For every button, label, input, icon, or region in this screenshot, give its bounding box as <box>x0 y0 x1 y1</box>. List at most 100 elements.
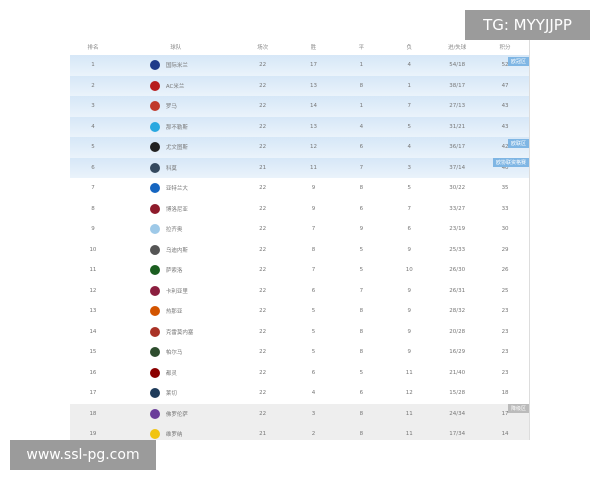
table-row[interactable]: 17 莱切 22 4 6 12 15/28 18 <box>70 383 529 404</box>
cell-played: 22 <box>259 185 267 192</box>
team-name: AC米兰 <box>165 83 185 90</box>
cell-goals: 54/18 <box>449 62 466 69</box>
table-row[interactable]: 11 萨索洛 22 7 5 10 26/30 26 <box>70 260 529 281</box>
cell-lost: 9 <box>407 349 412 356</box>
team-logo-icon <box>149 244 160 255</box>
cell-lost: 11 <box>405 369 413 376</box>
table-row[interactable]: 6 科莫 21 11 7 3 37/14 40 <box>70 157 529 178</box>
table-row[interactable]: 12 卡利亚里 22 6 7 9 26/31 25 <box>70 281 529 302</box>
cell-rank: 12 <box>89 287 97 294</box>
cell-rank: 11 <box>89 267 97 274</box>
cell-drawn: 4 <box>359 123 364 130</box>
cell-won: 13 <box>310 82 317 89</box>
cell-drawn: 6 <box>359 205 364 212</box>
table-row[interactable]: 15 帕尔马 22 5 8 9 16/29 23 <box>70 342 529 363</box>
cell-points: 23 <box>501 369 509 376</box>
team-name: 拉齐奥 <box>165 227 183 234</box>
cell-played: 21 <box>259 431 267 438</box>
table-row[interactable]: 14 克雷莫内塞 22 5 8 9 20/28 23 <box>70 322 529 343</box>
cell-won: 8 <box>311 246 316 253</box>
cell-rank: 18 <box>89 410 97 417</box>
cell-team: 尤文图斯 <box>116 142 236 153</box>
header-rank: 排名 <box>87 44 99 51</box>
team-name: 热那亚 <box>165 309 183 316</box>
team-name: 尤文图斯 <box>165 145 188 152</box>
cell-points: 43 <box>501 103 509 110</box>
cell-lost: 11 <box>405 410 413 417</box>
cell-team: AC米兰 <box>116 80 236 91</box>
cell-team: 莱切 <box>116 388 236 399</box>
table-row[interactable]: 10 乌迪内斯 22 8 5 9 25/33 29 <box>70 240 529 261</box>
watermark-telegram: TG: MYYJJPP <box>465 10 590 40</box>
zone-badge-relegation: 降级区 <box>507 404 529 413</box>
cell-won: 14 <box>310 103 317 110</box>
table-row[interactable]: 7 亚特兰大 22 9 8 5 30/22 35 <box>70 178 529 199</box>
table-row[interactable]: 3 罗马 22 14 1 7 27/13 43 <box>70 96 529 117</box>
cell-played: 22 <box>259 103 267 110</box>
table-row[interactable]: 4 那不勒斯 22 13 4 5 31/21 43 <box>70 116 529 137</box>
header-drawn: 平 <box>358 44 365 51</box>
team-logo-icon <box>149 285 160 296</box>
table-row[interactable]: 5 尤文图斯 22 12 6 4 36/17 42 <box>70 137 529 158</box>
table-row[interactable]: 1 国际米兰 22 17 1 4 54/18 52 <box>70 55 529 76</box>
table-row[interactable]: 2 AC米兰 22 13 8 1 38/17 47 <box>70 75 529 96</box>
team-name: 佛罗伦萨 <box>165 411 188 418</box>
cell-rank: 7 <box>91 185 95 192</box>
cell-points: 18 <box>501 390 509 397</box>
cell-lost: 5 <box>407 123 412 130</box>
watermark-website: www.ssl-pg.com <box>10 440 156 470</box>
table-header: 排名 球队 场次 胜 平 负 进/失球 积分 <box>70 38 529 55</box>
table-row[interactable]: 18 佛罗伦萨 22 3 8 11 24/34 17 <box>70 403 529 424</box>
cell-played: 22 <box>259 267 267 274</box>
cell-goals: 26/31 <box>449 287 466 294</box>
cell-played: 21 <box>259 164 267 171</box>
header-won: 胜 <box>310 44 317 51</box>
cell-rank: 1 <box>91 62 95 69</box>
cell-lost: 9 <box>407 308 412 315</box>
cell-rank: 13 <box>89 308 97 315</box>
cell-team: 帕尔马 <box>116 347 236 358</box>
cell-goals: 25/33 <box>449 246 466 253</box>
team-name: 萨索洛 <box>165 268 183 275</box>
cell-lost: 12 <box>405 390 413 397</box>
cell-points: 14 <box>501 431 509 438</box>
team-logo-icon <box>149 265 160 276</box>
team-logo-icon <box>149 224 160 235</box>
cell-goals: 21/40 <box>449 369 466 376</box>
team-name: 那不勒斯 <box>165 124 188 131</box>
cell-played: 22 <box>259 308 267 315</box>
cell-team: 热那亚 <box>116 306 236 317</box>
cell-goals: 26/30 <box>449 267 466 274</box>
team-name: 亚特兰大 <box>165 186 188 193</box>
cell-goals: 17/34 <box>449 431 466 438</box>
cell-won: 4 <box>311 390 316 397</box>
team-logo-icon <box>149 429 160 440</box>
team-logo-icon <box>149 388 160 399</box>
cell-lost: 10 <box>405 267 413 274</box>
cell-goals: 30/22 <box>449 185 466 192</box>
cell-drawn: 8 <box>359 410 364 417</box>
cell-lost: 4 <box>407 62 412 69</box>
cell-won: 11 <box>310 164 317 171</box>
table-row[interactable]: 8 博洛尼亚 22 9 6 7 33/27 33 <box>70 199 529 220</box>
cell-drawn: 5 <box>359 267 364 274</box>
header-goals: 进/失球 <box>447 44 467 51</box>
cell-team: 那不勒斯 <box>116 121 236 132</box>
cell-team: 克雷莫内塞 <box>116 326 236 337</box>
table-row[interactable]: 19 维罗纳 21 2 8 11 17/34 14 <box>70 424 529 440</box>
table-row[interactable]: 9 拉齐奥 22 7 9 6 23/19 30 <box>70 219 529 240</box>
header-lost: 负 <box>406 44 412 51</box>
table-row[interactable]: 13 热那亚 22 5 8 9 28/32 23 <box>70 301 529 322</box>
header-team: 球队 <box>170 44 182 51</box>
cell-goals: 27/13 <box>449 103 466 110</box>
header-played: 场次 <box>257 44 269 51</box>
cell-points: 29 <box>501 246 509 253</box>
cell-rank: 8 <box>91 205 95 212</box>
table-row[interactable]: 16 都灵 22 6 5 11 21/40 23 <box>70 363 529 384</box>
zone-badge-uecl: 欧协联资格赛 <box>492 158 529 167</box>
cell-won: 13 <box>310 123 317 130</box>
cell-lost: 7 <box>407 103 412 110</box>
team-name: 克雷莫内塞 <box>165 329 194 336</box>
cell-lost: 6 <box>407 226 412 233</box>
cell-team: 佛罗伦萨 <box>116 408 236 419</box>
